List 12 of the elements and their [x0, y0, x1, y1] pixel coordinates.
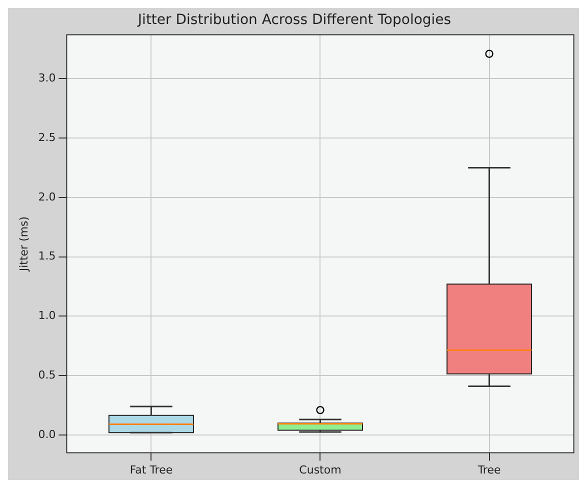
- y-tick-label: 1.5: [38, 250, 56, 263]
- y-tick-label: 1.0: [38, 309, 56, 322]
- y-axis-title: Jitter (ms): [17, 216, 30, 272]
- y-tick-label: 3.0: [38, 72, 56, 85]
- y-tick-label: 0.5: [38, 368, 56, 382]
- y-tick-label: 2.5: [38, 130, 56, 144]
- chart-title: Jitter Distribution Across Different Topologies: [136, 12, 452, 28]
- x-tick-label: Fat Tree: [130, 463, 173, 476]
- y-tick-label: 2.0: [38, 190, 56, 204]
- x-tick-label: Tree: [476, 463, 501, 476]
- x-tick-label: Custom: [299, 463, 342, 476]
- y-tick-label: 0.0: [38, 428, 56, 441]
